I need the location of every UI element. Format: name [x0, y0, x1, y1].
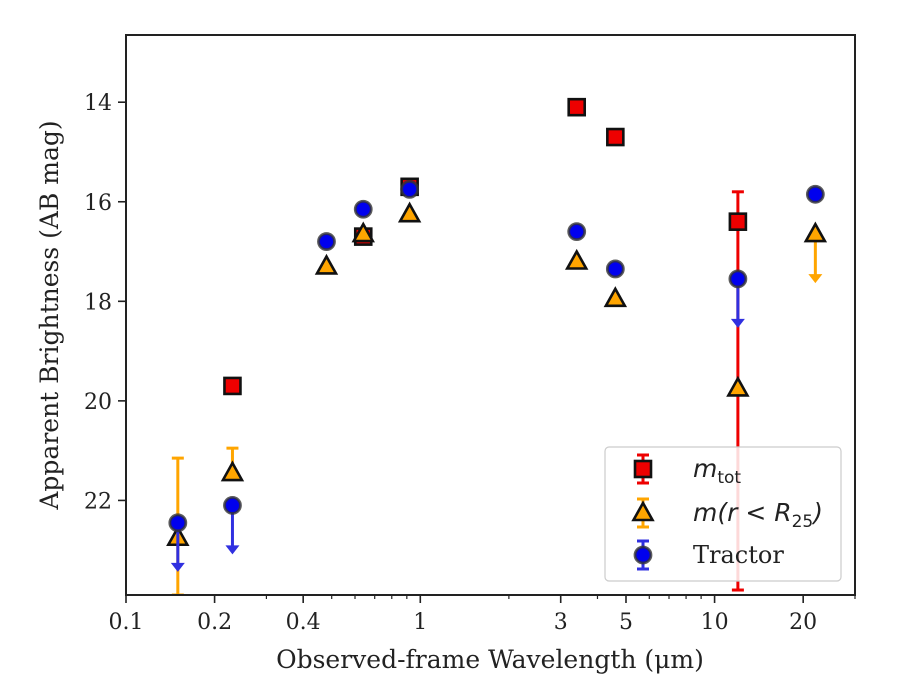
y-tick-label: 18 — [84, 290, 112, 315]
legend-label: m(r < R25) — [693, 498, 823, 532]
x-tick-label: 0.2 — [197, 610, 232, 635]
upper-limit-arrow — [808, 274, 823, 284]
legend-marker — [631, 500, 655, 522]
data-point — [567, 97, 587, 117]
data-point — [564, 248, 589, 270]
x-tick-label: 0.4 — [286, 610, 321, 635]
legend-marker — [633, 459, 653, 479]
data-point — [400, 179, 420, 199]
data-layer — [166, 97, 828, 595]
data-point — [220, 460, 245, 482]
data-point — [726, 375, 750, 397]
x-axis-label: Observed-frame Wavelength (μm) — [276, 645, 704, 674]
data-point — [603, 286, 628, 308]
data-point — [168, 513, 188, 533]
data-point — [314, 253, 339, 275]
plot-frame — [125, 34, 856, 596]
y-tick-label: 20 — [84, 390, 112, 415]
x-tick-label: 20 — [789, 610, 817, 635]
data-point — [317, 232, 336, 251]
data-point — [728, 269, 748, 289]
legend-box — [604, 446, 842, 582]
x-tick-label: 1 — [413, 610, 427, 635]
legend: mtot m(r < R25) Tractor — [604, 446, 842, 582]
data-point — [223, 376, 242, 396]
data-point — [728, 212, 748, 231]
upper-limit-arrow — [225, 545, 240, 555]
x-tick-label: 0.1 — [109, 610, 144, 635]
data-point — [606, 127, 625, 147]
y-tick-label: 22 — [84, 489, 112, 514]
legend-label: mtot — [693, 454, 741, 488]
upper-limit-arrow — [170, 562, 185, 572]
data-point — [805, 184, 825, 204]
data-point — [351, 221, 375, 243]
data-point — [353, 199, 373, 219]
legend-label-tail: ) — [811, 498, 823, 527]
data-point — [223, 495, 242, 515]
legend-label-main: m(r < R — [693, 498, 792, 527]
legend-marker — [633, 545, 653, 565]
y-tick-label: 14 — [84, 91, 112, 116]
y-tick-label: 16 — [84, 191, 112, 216]
x-tick-label: 10 — [701, 610, 729, 635]
series-tractor — [168, 179, 825, 572]
upper-limit-arrow — [730, 318, 745, 328]
legend-label-sub: 25 — [792, 512, 814, 532]
y-axis-label: Apparent Brightness (AB mag) — [35, 120, 64, 510]
legend-label-main: m — [693, 454, 717, 483]
data-point — [605, 259, 625, 279]
x-tick-label: 3 — [554, 610, 568, 635]
x-tick-label: 5 — [619, 610, 633, 635]
data-point — [397, 201, 422, 223]
legend-label-sub: tot — [717, 468, 741, 488]
legend-label: Tractor — [693, 541, 784, 569]
data-point — [803, 221, 828, 243]
axis-ticks: 0.1 0.2 0.4 1 3 5 10 20 14 16 18 20 22 — [84, 91, 856, 635]
data-point — [567, 222, 587, 242]
